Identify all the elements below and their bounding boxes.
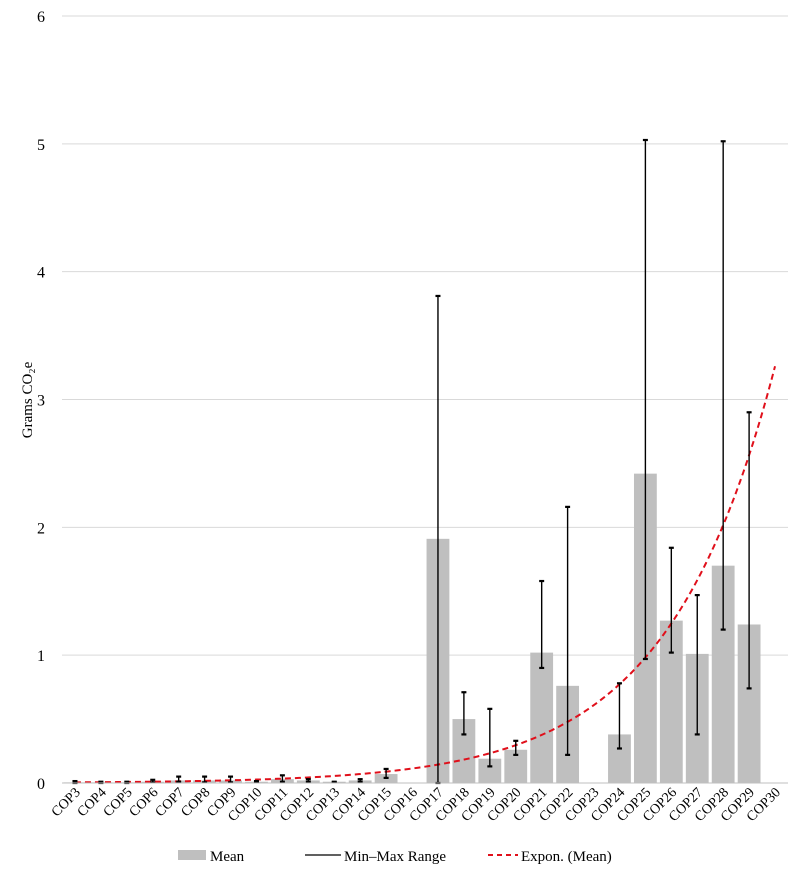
y-tick-label: 6	[37, 9, 45, 26]
x-tick-label: COP7	[153, 785, 188, 820]
error-bar	[150, 778, 156, 784]
trendline	[74, 366, 777, 784]
trendline-path	[74, 366, 777, 784]
y-axis-ticks: 0 1 2 3 4 5 6	[37, 9, 45, 793]
bars	[63, 473, 761, 783]
bar	[608, 734, 631, 783]
legend-label-trend: Expon. (Mean)	[521, 849, 612, 865]
error-bar	[513, 739, 519, 756]
error-bars	[72, 138, 752, 785]
error-bar	[668, 546, 674, 654]
y-tick-label: 3	[37, 393, 45, 410]
error-bar	[176, 775, 182, 783]
error-bar	[383, 767, 389, 779]
error-bar	[357, 778, 363, 783]
error-bar	[279, 774, 285, 783]
legend-swatch-mean	[178, 850, 206, 860]
legend-label-mean: Mean	[210, 849, 245, 865]
x-tick-label: COP6	[127, 785, 162, 820]
x-tick-label: COP4	[75, 785, 110, 820]
error-bar	[487, 707, 493, 768]
y-tick-label: 5	[37, 137, 45, 154]
bar	[737, 624, 761, 783]
error-bar	[616, 682, 622, 750]
error-bar	[642, 138, 648, 661]
error-bar	[331, 780, 337, 784]
x-axis-labels: COP3COP4COP5COP6COP7COP8COP9COP10COP11CO…	[49, 785, 784, 825]
x-tick-label: COP3	[49, 785, 84, 820]
bar	[504, 749, 528, 783]
error-bar	[694, 593, 700, 736]
y-tick-label: 4	[37, 265, 45, 282]
bar	[478, 758, 502, 783]
bar	[452, 719, 476, 783]
error-bar	[305, 778, 311, 783]
y-tick-label: 2	[37, 520, 45, 537]
y-axis-title: Grams CO₂e	[20, 361, 36, 438]
bar	[659, 620, 683, 783]
error-bar	[228, 775, 234, 784]
legend: Mean Min–Max Range Expon. (Mean)	[178, 849, 612, 865]
error-bar	[746, 411, 752, 690]
legend-label-range: Min–Max Range	[344, 849, 446, 865]
error-bar	[202, 775, 208, 784]
error-bar	[539, 579, 545, 670]
error-bar	[253, 779, 259, 784]
y-tick-label: 1	[37, 648, 45, 665]
x-tick-label: COP8	[179, 785, 214, 820]
x-tick-label: COP5	[101, 785, 136, 820]
y-tick-label: 0	[37, 776, 45, 793]
gridlines	[62, 15, 788, 656]
error-bar	[461, 691, 467, 736]
error-bar	[720, 140, 726, 631]
error-bar	[565, 505, 571, 756]
bar	[711, 565, 735, 783]
bar	[530, 652, 554, 783]
